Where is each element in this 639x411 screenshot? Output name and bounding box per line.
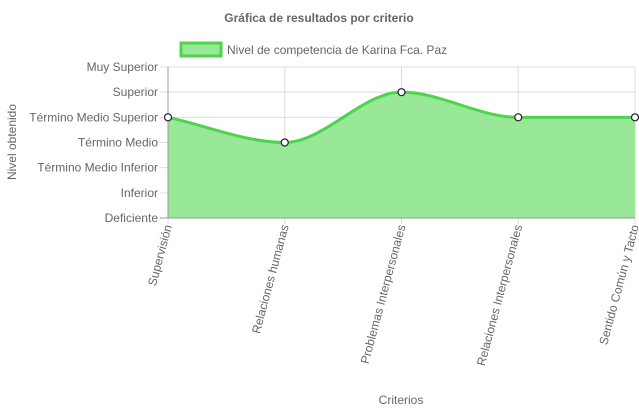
y-axis-ticks: Deficiente Inferior Término Medio Inferior… [29, 60, 158, 225]
chart-axes [160, 67, 635, 219]
data-point[interactable] [163, 113, 173, 122]
y-axis-title: Nivel obtenido [5, 104, 19, 180]
data-point[interactable] [630, 113, 639, 122]
y-tick-label: Superior [113, 85, 158, 99]
legend-swatch [179, 41, 223, 58]
y-tick-label: Término Medio [78, 136, 158, 150]
chart-legend[interactable]: Nivel de competencia de Karina Fca. Paz [179, 41, 447, 58]
data-point[interactable] [397, 88, 406, 97]
x-axis-title: Criterios [379, 393, 424, 407]
x-tick-label: Supervisión [145, 223, 175, 287]
y-tick-label: Muy Superior [87, 60, 158, 74]
x-tick-label: Sentido Común y Tacto [596, 223, 639, 347]
chart-area-layer [167, 90, 635, 218]
series-area-fill [168, 92, 635, 218]
y-tick-label: Término Medio Superior [29, 110, 158, 124]
x-tick-label: Problemas Interpersonales [358, 223, 409, 365]
x-tick-label: Relaciones humanas [249, 223, 292, 335]
chart-points [163, 88, 639, 147]
legend-label: Nivel de competencia de Karina Fca. Paz [227, 43, 447, 57]
data-point[interactable] [514, 113, 523, 122]
x-axis-ticks: Supervisión Relaciones humanas Problemas I… [145, 223, 639, 367]
y-tick-label: Término Medio Inferior [37, 161, 158, 175]
x-tick-label: Relaciones Interpersonales [474, 223, 525, 367]
chart-title: Gráfica de resultados por criterio [224, 11, 413, 25]
y-tick-label: Inferior [121, 186, 158, 200]
data-point[interactable] [280, 138, 289, 147]
y-tick-label: Deficiente [105, 211, 159, 225]
